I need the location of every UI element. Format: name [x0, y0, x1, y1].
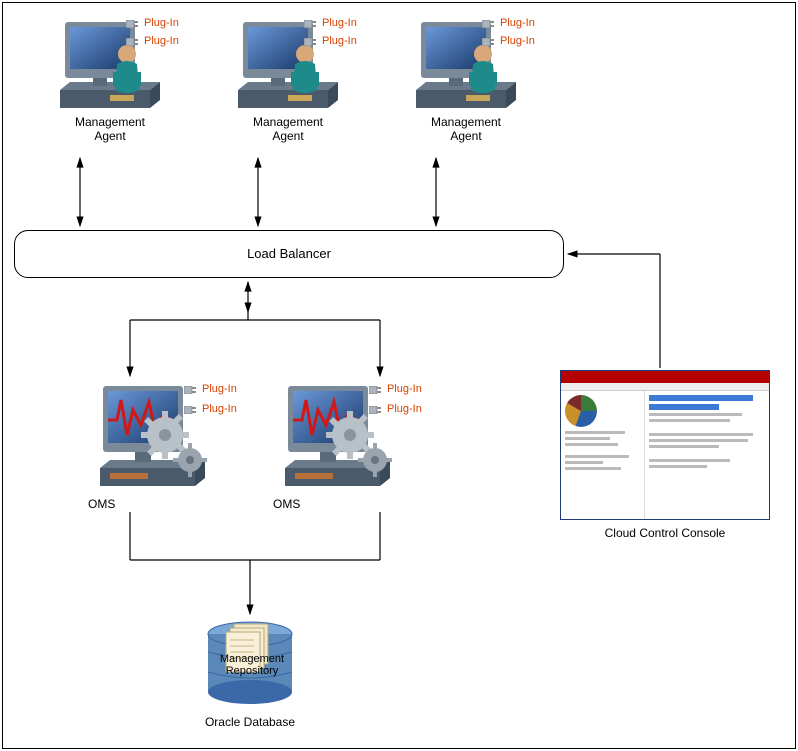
oms-2-label: OMS	[273, 497, 415, 511]
agent-2: ManagementAgent	[208, 12, 368, 143]
database-inner-label: ManagementRepository	[212, 653, 292, 677]
agent-1-plugin-1: Plug-In	[144, 17, 179, 29]
agent-3: ManagementAgent	[386, 12, 546, 143]
cloud-control-console	[560, 370, 770, 520]
agent-1: ManagementAgent	[30, 12, 190, 143]
console-label: Cloud Control Console	[560, 526, 770, 540]
load-balancer-box: Load Balancer	[14, 230, 564, 278]
database-caption: Oracle Database	[200, 715, 300, 729]
agent-2-plugin-1: Plug-In	[322, 17, 357, 29]
oms-2-plugin-2: Plug-In	[387, 403, 422, 415]
oms-2: OMS	[265, 380, 415, 511]
agent-2-label: ManagementAgent	[208, 115, 368, 143]
agent-2-plugin-2: Plug-In	[322, 35, 357, 47]
agent-1-plugin-2: Plug-In	[144, 35, 179, 47]
oms-2-plugin-1: Plug-In	[387, 383, 422, 395]
agent-3-plugin-2: Plug-In	[500, 35, 535, 47]
oms-1-plugin-1: Plug-In	[202, 383, 237, 395]
agent-1-label: ManagementAgent	[30, 115, 190, 143]
agent-3-label: ManagementAgent	[386, 115, 546, 143]
oms-1-plugin-2: Plug-In	[202, 403, 237, 415]
oms-1-label: OMS	[88, 497, 230, 511]
agent-3-plugin-1: Plug-In	[500, 17, 535, 29]
load-balancer-label: Load Balancer	[247, 246, 331, 261]
oms-1: OMS	[80, 380, 230, 511]
